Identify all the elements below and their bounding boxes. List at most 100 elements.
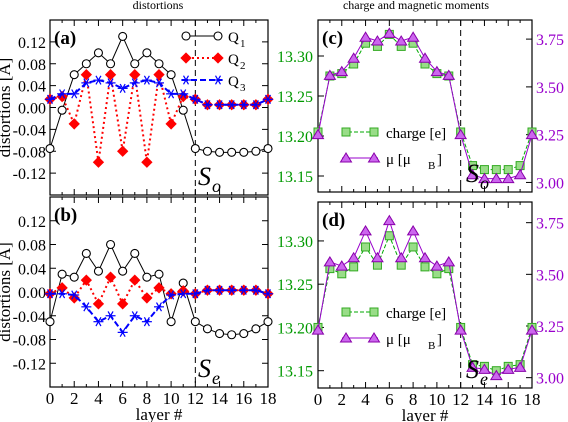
panel-label-b: (b) xyxy=(54,205,77,226)
data-point-b-10 xyxy=(166,317,176,327)
data-point-d-legend-d0 xyxy=(341,307,351,317)
phase-label-b: S xyxy=(198,354,211,383)
data-point-a-6 xyxy=(117,145,129,157)
x-tick-label-b: 0 xyxy=(46,389,55,408)
data-point-a-1 xyxy=(57,89,68,99)
data-point-b-16 xyxy=(238,285,249,295)
data-point-b-5 xyxy=(106,239,116,250)
legend-label-c-0: charge [e] xyxy=(386,126,446,142)
data-point-b-13 xyxy=(202,324,212,334)
y-tick-label-b: 0.12 xyxy=(18,214,46,231)
phase-subscript-a: o xyxy=(212,176,221,196)
data-point-a-9 xyxy=(153,69,165,81)
data-point-a-3 xyxy=(81,78,92,88)
right-title: charge and magnetic moments xyxy=(343,0,489,12)
data-point-c-14 xyxy=(478,172,491,184)
data-point-a-12 xyxy=(190,94,201,104)
legend-label-d-1: μ [μ xyxy=(386,332,411,348)
y-tick-label-b: 0.04 xyxy=(18,261,46,278)
data-point-b-3 xyxy=(80,274,92,286)
legend-label-close-c-1: ] xyxy=(437,152,442,168)
phase-label-a: S xyxy=(198,162,211,191)
data-point-b-6 xyxy=(117,327,128,338)
data-point-d-15 xyxy=(489,369,503,381)
legend-label-close-d-1: ] xyxy=(437,332,442,348)
data-point-a-16 xyxy=(239,147,249,157)
data-point-d-8 xyxy=(408,242,418,252)
data-point-a-0 xyxy=(45,94,55,104)
data-point-b-7 xyxy=(130,248,140,258)
data-point-a-5 xyxy=(104,69,117,81)
data-point-a-2 xyxy=(69,89,80,99)
data-point-b-3 xyxy=(81,248,91,258)
data-point-d-7 xyxy=(396,260,406,270)
data-point-a-7 xyxy=(129,78,140,88)
data-point-b-17 xyxy=(251,324,261,334)
y-tick-label-left-c: 13.20 xyxy=(277,129,313,146)
data-point-d-12 xyxy=(454,324,468,335)
y-tick-label-a: 0.00 xyxy=(18,101,46,118)
data-point-d-legend-d1b xyxy=(367,332,381,343)
data-point-b-14 xyxy=(214,285,225,295)
data-point-a-11 xyxy=(178,105,188,115)
data-point-a-2 xyxy=(69,70,79,80)
data-point-d-11 xyxy=(442,255,456,267)
data-point-d-3 xyxy=(349,262,359,272)
data-point-d-17 xyxy=(513,361,527,372)
data-point-a-1 xyxy=(57,105,67,115)
data-point-c-9 xyxy=(418,52,432,63)
data-point-a-13 xyxy=(202,100,213,110)
data-point-d-10 xyxy=(432,269,442,279)
data-point-c-0 xyxy=(311,128,325,140)
data-point-b-1 xyxy=(57,269,67,279)
series-line-b-2 xyxy=(50,289,269,335)
data-point-c-16 xyxy=(503,165,513,175)
plot-frame-d xyxy=(317,201,533,389)
y-tick-label-b: -0.04 xyxy=(13,309,46,326)
y-tick-label-right-c: 3.00 xyxy=(536,175,564,192)
data-point-c-legend-c0b xyxy=(369,127,379,137)
y-tick-label-right-d: 3.75 xyxy=(536,216,564,233)
y-tick-label-a: -0.08 xyxy=(13,144,46,161)
y-tick-label-a: 0.12 xyxy=(18,35,46,52)
y-tick-label-a: 0.08 xyxy=(18,57,46,74)
data-point-c-8 xyxy=(406,31,420,42)
phase-label-c: S xyxy=(466,159,479,188)
data-point-b-0 xyxy=(45,317,55,327)
legend-label-sub-1: 2 xyxy=(240,60,246,72)
legend-label-d-0: charge [e] xyxy=(386,306,446,322)
panel-label-c: (c) xyxy=(322,28,343,49)
data-point-d-4 xyxy=(361,242,371,252)
data-point-d-1 xyxy=(323,255,337,267)
data-point-b-2 xyxy=(69,272,79,282)
data-point-b-4 xyxy=(92,298,105,310)
data-point-b-8 xyxy=(142,272,152,282)
data-point-a-3 xyxy=(80,69,92,81)
data-point-b-8 xyxy=(141,292,153,304)
data-point-a-legend-1b xyxy=(212,52,224,64)
y-tick-label-a: -0.12 xyxy=(13,166,46,183)
data-point-c-1 xyxy=(323,69,337,80)
x-tick-label-d: 6 xyxy=(385,390,394,409)
x-tick-label-b: 16 xyxy=(235,389,252,408)
legend-label-sub-d-1: B xyxy=(428,340,435,352)
data-point-c-7 xyxy=(394,35,408,46)
x-tick-label-b: 14 xyxy=(211,389,229,408)
data-point-a-11 xyxy=(178,89,189,99)
data-point-c-15 xyxy=(489,172,503,184)
x-tick-label-b: 8 xyxy=(143,389,152,408)
data-point-d-18 xyxy=(525,324,539,335)
data-point-d-2 xyxy=(335,260,349,271)
data-point-a-17 xyxy=(250,100,261,110)
panel-label-a: (a) xyxy=(54,28,76,49)
panel-label-d: (d) xyxy=(322,210,345,231)
data-point-a-legend-2 xyxy=(181,75,191,85)
data-point-b-14 xyxy=(215,329,225,339)
y-tick-label-right-d: 3.50 xyxy=(536,267,564,284)
data-point-a-4 xyxy=(93,75,104,85)
data-point-a-13 xyxy=(202,146,212,156)
x-tick-label-d: 16 xyxy=(500,390,517,409)
data-point-b-1 xyxy=(56,282,68,294)
data-point-b-16 xyxy=(239,329,249,339)
data-point-d-legend-d0b xyxy=(369,307,379,317)
